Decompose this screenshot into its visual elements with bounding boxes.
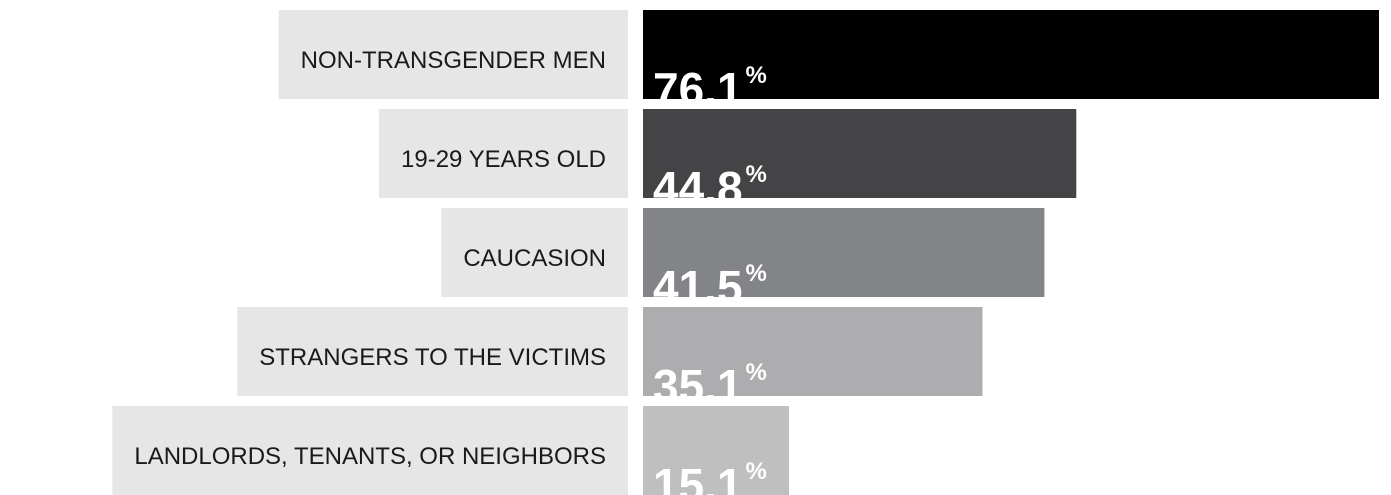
- value-label: 44.8%: [653, 161, 767, 214]
- category-box: [237, 307, 628, 396]
- value-label-group: 44.8%: [653, 161, 767, 214]
- category-box: [278, 10, 628, 99]
- bar: [643, 307, 983, 396]
- value-label-group: 35.1%: [653, 359, 767, 412]
- category-box: [379, 109, 628, 198]
- bar: [643, 406, 790, 495]
- value-label: 76.1%: [653, 62, 767, 115]
- bar: [643, 208, 1045, 297]
- bar: [643, 10, 1379, 99]
- value-label: 41.5%: [653, 260, 767, 313]
- value-label-group: 41.5%: [653, 260, 767, 313]
- category-label: 19-29 YEARS OLD: [401, 146, 606, 173]
- category-label: LANDLORDS, TENANTS, OR NEIGHBORS: [134, 443, 606, 470]
- category-label: NON-TRANSGENDER MEN: [301, 47, 606, 74]
- value-label-group: 15.1%: [653, 458, 767, 495]
- value-label: 15.1%: [653, 458, 767, 495]
- value-label: 35.1%: [653, 359, 767, 412]
- category-label: STRANGERS TO THE VICTIMS: [259, 344, 606, 371]
- category-box: [441, 208, 628, 297]
- category-label: CAUCASION: [463, 245, 606, 272]
- bar: [643, 109, 1077, 198]
- value-label-group: 76.1%: [653, 62, 767, 115]
- category-box: [112, 406, 628, 495]
